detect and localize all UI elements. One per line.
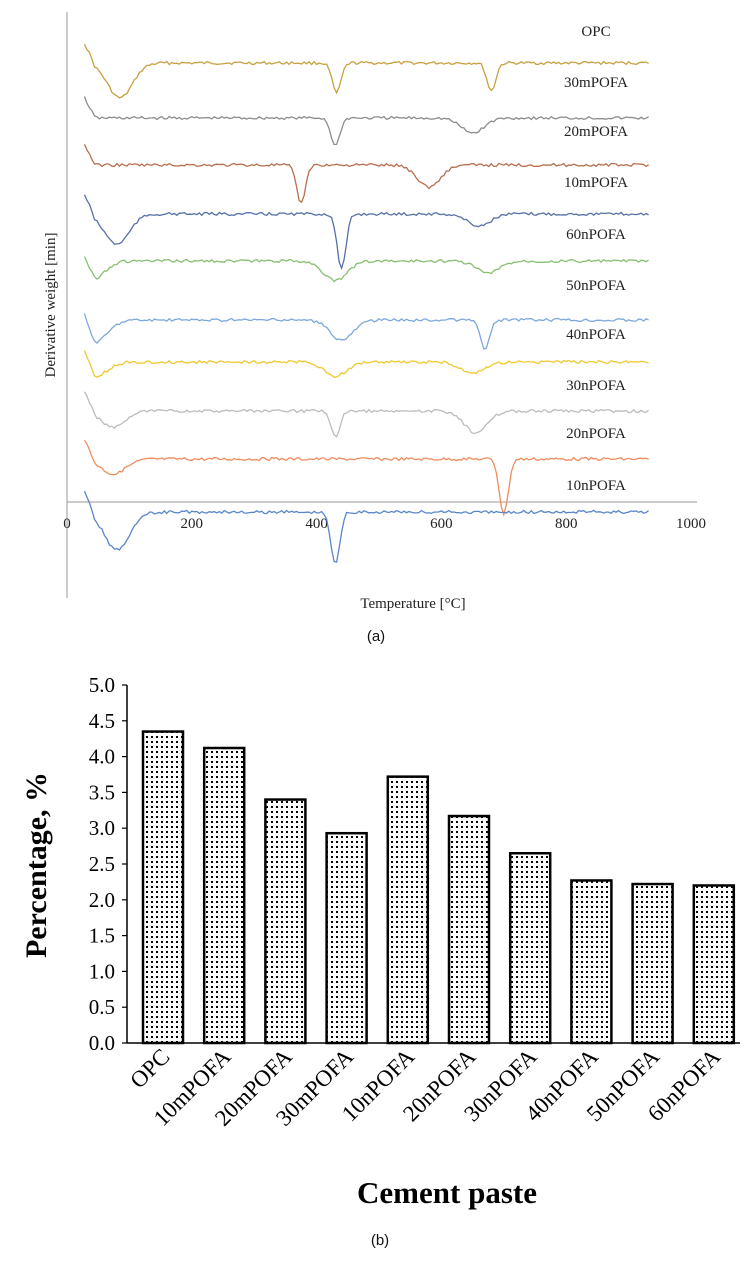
panel-a-x-tick-label: 400	[305, 516, 328, 532]
panel-b-bar	[264, 798, 307, 1045]
panel-a-x-tick-label: 200	[181, 516, 204, 532]
panel-a-curve	[83, 313, 649, 350]
panel-b-bars	[141, 730, 736, 1045]
panel-a-series-label: 30nPOFA	[566, 378, 626, 394]
panel-a-curve	[83, 44, 649, 99]
panel-b-x-tick-labels: OPC10mPOFA20mPOFA30mPOFA10nPOFA20nPOFA30…	[125, 1044, 725, 1131]
panel-b-y-tick-label: 2.0	[89, 888, 115, 912]
panel-a-curve	[83, 350, 649, 378]
panel-b-bar	[692, 884, 736, 1045]
panel-b-bar	[508, 852, 552, 1045]
panel-b-y-tick-label: 5.0	[89, 673, 115, 697]
panel-b-x-tick-label: OPC	[125, 1044, 174, 1093]
panel-a-series-label: 20nPOFA	[566, 426, 626, 442]
panel-b-bar	[386, 775, 430, 1045]
panel-a-curve	[83, 491, 650, 563]
panel-b-y-tick-label: 4.0	[89, 745, 115, 769]
panel-b-y-tick-label: 1.5	[89, 924, 115, 948]
panel-b-y-tick-label: 3.0	[89, 816, 115, 840]
panel-a-curve	[83, 96, 649, 146]
panel-a-curve	[83, 391, 649, 438]
panel-a-series-label: 10nPOFA	[566, 478, 626, 494]
panel-b-bar	[202, 746, 246, 1045]
panel-a-series-labels: OPC 30mPOFA 20mPOFA 10mPOFA 60nPOFA 50nPOFA 40…	[564, 24, 628, 494]
panel-a-series-label: 40nPOFA	[566, 327, 626, 343]
panel-a-series-label: 30mPOFA	[564, 75, 628, 91]
panel-a-series-label: 10mPOFA	[564, 175, 628, 191]
panel-b-y-tick-label: 0.5	[89, 995, 115, 1019]
panel-b-y-tick-label: 0.0	[89, 1031, 115, 1055]
panel-b-y-tick-label: 2.5	[89, 852, 115, 876]
panel-a-series-label: 60nPOFA	[566, 227, 626, 243]
panel-b-caption: (b)	[371, 1232, 389, 1249]
panel-a-x-tick-label: 0	[63, 516, 71, 532]
panel-b-y-tick-label: 4.5	[89, 709, 115, 733]
panel-b-bar	[447, 814, 491, 1045]
panel-b-y-tick-label: 3.5	[89, 780, 115, 804]
panel-a-line-chart: 0 200 400 600 800 1000 OPC 30mPOFA 20mPOFA 10mPO…	[43, 12, 706, 645]
panel-a-curve	[83, 256, 649, 283]
panel-b-y-tick-label: 1.0	[89, 959, 115, 983]
panel-a-x-tick-label: 1000	[676, 516, 706, 532]
panel-a-series-label: 50nPOFA	[566, 278, 626, 294]
panel-a-curve	[83, 439, 649, 517]
panel-b-x-axis-title: Cement paste	[357, 1175, 537, 1210]
panel-a-curves	[83, 44, 650, 563]
panel-b-bar	[141, 730, 185, 1045]
panel-a-series-label: OPC	[581, 24, 610, 40]
panel-b-y-axis-title: Percentage, %	[20, 772, 53, 958]
panel-a-x-tick-label: 800	[555, 516, 578, 532]
panel-b-bar-chart: 0.0 0.5 1.0 1.5 2.0 2.5 3.0 3.5 4.0 4.5 5.0 OPC10m…	[20, 673, 740, 1249]
panel-b-bar	[570, 879, 613, 1045]
panel-b-bar	[325, 831, 368, 1045]
panel-b-bar	[631, 882, 674, 1045]
panel-a-curve	[83, 194, 649, 271]
panel-a-y-axis-title: Derivative weight [min]	[43, 233, 59, 378]
panel-a-x-tick-labels: 0 200 400 600 800 1000	[63, 516, 706, 532]
panel-a-x-tick-label: 600	[430, 516, 453, 532]
panel-a-caption: (a)	[367, 628, 385, 645]
panel-a-x-axis-title: Temperature [°C]	[360, 596, 465, 612]
panel-b-y-ticks: 0.0 0.5 1.0 1.5 2.0 2.5 3.0 3.5 4.0 4.5 5.0	[89, 673, 127, 1055]
panel-a-series-label: 20mPOFA	[564, 124, 628, 140]
panel-a-curve	[83, 143, 649, 204]
